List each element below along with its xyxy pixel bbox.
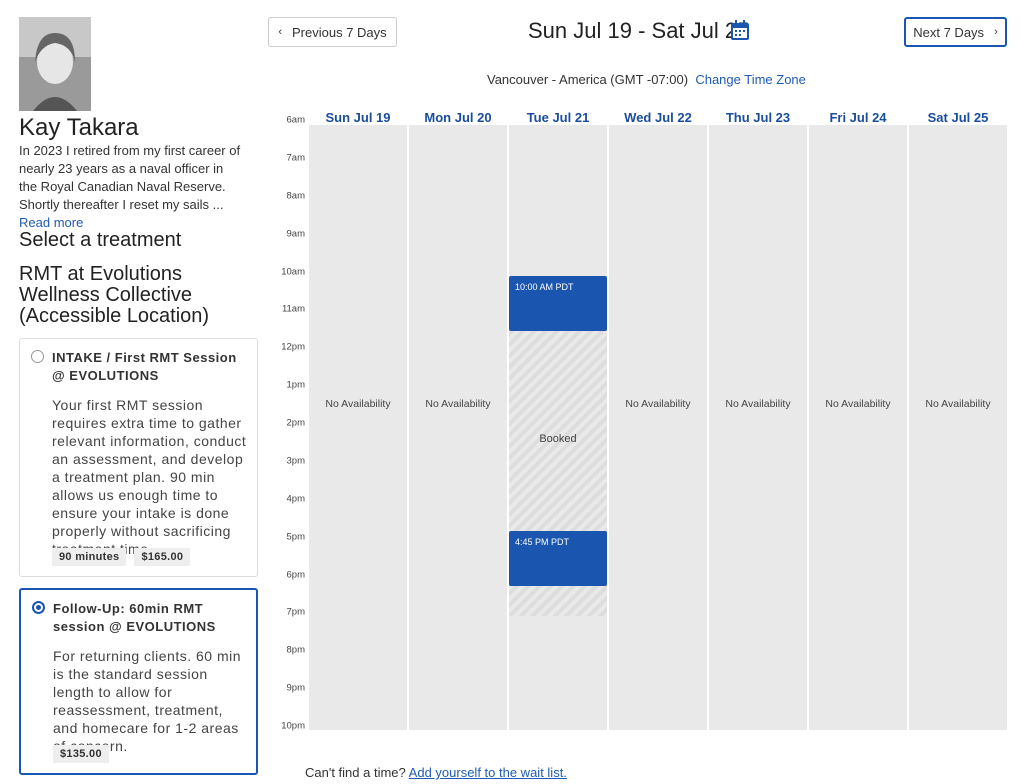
hour-label: 8pm xyxy=(286,644,305,656)
day-header: Fri Jul 24 xyxy=(829,110,887,125)
day-header: Sat Jul 25 xyxy=(927,110,989,125)
timezone-text: Vancouver - America (GMT -07:00) xyxy=(487,72,689,87)
no-availability: No Availability xyxy=(425,398,491,410)
day-header: Thu Jul 23 xyxy=(725,110,791,125)
time-slot[interactable]: 4:45 PM PDT xyxy=(509,531,607,586)
no-availability: No Availability xyxy=(325,398,391,410)
hour-label: 8am xyxy=(286,190,305,202)
button-label: Next 7 Days xyxy=(913,24,985,40)
hour-label: 10pm xyxy=(281,720,305,732)
provider-name: Kay Takara xyxy=(19,114,139,141)
day-header: Mon Jul 20 xyxy=(424,110,492,125)
location-title: RMT at Evolutions Wellness Collective (A… xyxy=(19,263,210,327)
treatment-card[interactable]: INTAKE / First RMT Session @ EVOLUTIONS … xyxy=(19,338,258,577)
hour-label: 6pm xyxy=(286,569,305,580)
section-title: Select a treatment xyxy=(19,229,182,251)
timezone: Vancouver - America (GMT -07:00) Change … xyxy=(487,72,806,87)
hour-label: 2pm xyxy=(286,417,305,429)
no-availability: No Availability xyxy=(725,398,791,410)
treatment-description: Your first RMT session requires extra ti… xyxy=(52,397,247,557)
day-column xyxy=(409,125,507,730)
hour-label: 4pm xyxy=(286,493,305,505)
no-availability: No Availability xyxy=(925,398,991,410)
hour-label: 9am xyxy=(286,228,305,240)
no-availability: No Availability xyxy=(825,398,891,410)
radio[interactable] xyxy=(31,350,44,363)
day-column xyxy=(809,125,907,730)
treatment-description: For returning clients. 60 min is the sta… xyxy=(53,648,242,754)
time-slot[interactable]: 10:00 AM PDT xyxy=(509,276,607,331)
treatment-title: INTAKE / First RMT Session @ EVOLUTIONS xyxy=(52,350,237,383)
tag: $135.00 xyxy=(53,745,109,763)
hour-label: 1pm xyxy=(286,379,305,391)
hour-label: 5pm xyxy=(286,531,305,543)
day-header: Wed Jul 22 xyxy=(624,110,692,125)
day-column xyxy=(609,125,707,730)
bio-text: In 2023 I retired from my first career o… xyxy=(19,143,241,212)
day-column xyxy=(309,125,407,730)
button-label: Previous 7 Days xyxy=(292,24,387,40)
read-more-link[interactable]: Read more xyxy=(19,215,84,230)
previous-button[interactable]: ‹ Previous 7 Days xyxy=(268,17,397,47)
calendar-icon[interactable] xyxy=(730,20,750,41)
hour-label: 3pm xyxy=(286,455,305,467)
hour-label: 6am xyxy=(286,114,305,126)
radio[interactable] xyxy=(32,601,45,614)
hour-label: 9pm xyxy=(286,682,305,694)
tag: $165.00 xyxy=(134,548,191,566)
hour-label: 10am xyxy=(281,266,305,277)
tag: 90 minutes xyxy=(52,548,127,566)
change-timezone-link[interactable]: Change Time Zone xyxy=(695,72,806,87)
treatment-title: Follow-Up: 60min RMT session @ EVOLUTION… xyxy=(53,601,216,634)
day-header: Tue Jul 21 xyxy=(526,110,590,125)
date-range: Sun Jul 19 - Sat Jul 25 xyxy=(528,18,750,43)
hour-label: 7am xyxy=(286,152,305,164)
footer-prompt: Can't find a time? xyxy=(305,765,406,780)
hour-label: 11am xyxy=(281,303,305,315)
day-header: Sun Jul 19 xyxy=(325,110,391,125)
footer: Can't find a time? Add yourself to the w… xyxy=(305,765,567,780)
no-availability: No Availability xyxy=(625,398,691,410)
hour-label: 7pm xyxy=(286,606,305,618)
hour-label: 12pm xyxy=(281,341,305,353)
profile-photo xyxy=(19,17,91,111)
booked-label: Booked xyxy=(539,433,577,445)
day-column: 10:00 AM PDT 4:45 PM PDT Booked xyxy=(509,125,607,730)
bio: In 2023 I retired from my first career o… xyxy=(19,142,241,232)
treatment-card[interactable]: Follow-Up: 60min RMT session @ EVOLUTION… xyxy=(19,588,258,775)
day-column xyxy=(709,125,807,730)
wait-list-link[interactable]: Add yourself to the wait list. xyxy=(408,765,567,780)
next-button[interactable]: Next 7 Days › xyxy=(904,17,1007,47)
day-column xyxy=(909,125,1007,730)
